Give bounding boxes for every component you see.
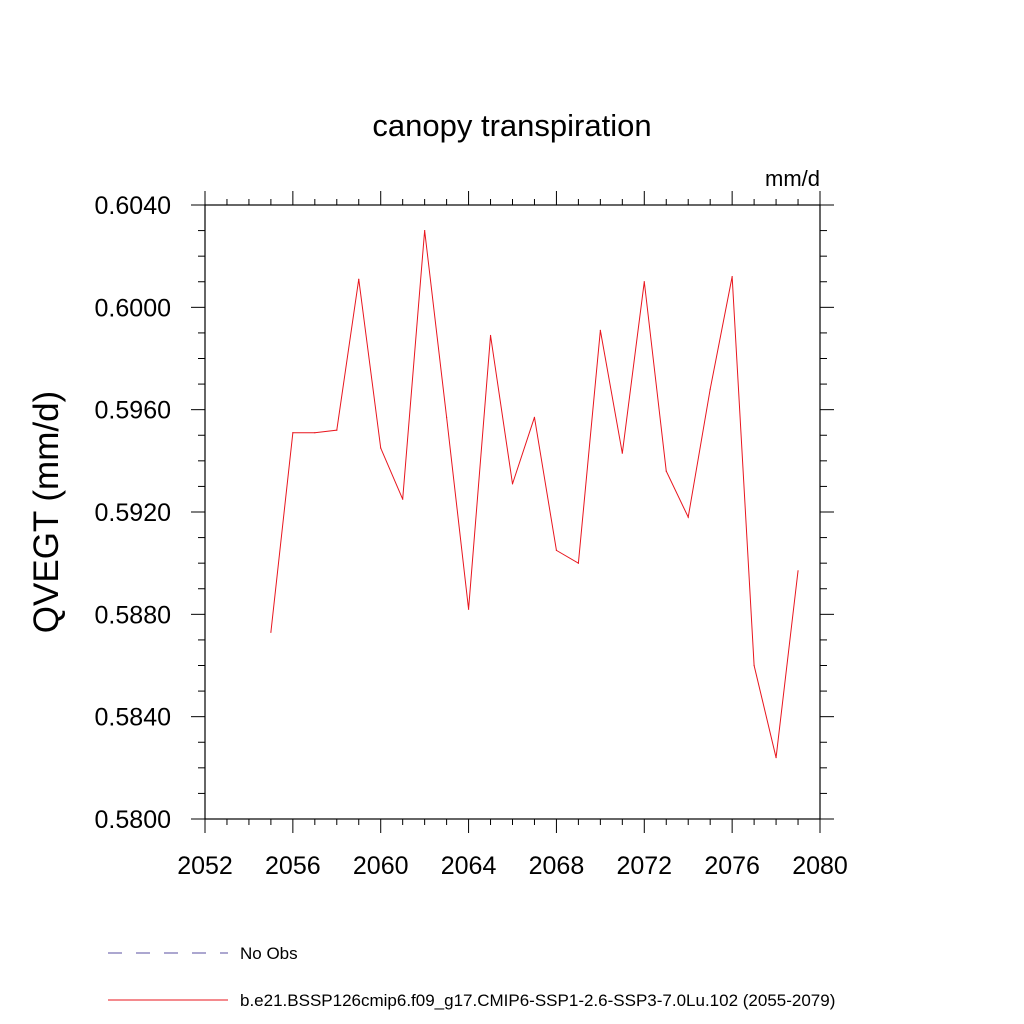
data-point [358, 278, 360, 280]
x-tick-label: 2080 [792, 852, 848, 880]
data-point [753, 664, 755, 667]
legend: No Obs b.e21.BSSP126cmip6.f09_g17.CMIP6-… [108, 944, 835, 1010]
legend-label-model: b.e21.BSSP126cmip6.f09_g17.CMIP6-SSP1-2.… [240, 991, 835, 1010]
x-tick-label: 2072 [616, 852, 672, 880]
data-point [424, 229, 426, 232]
data-point [402, 498, 404, 500]
data-point [731, 276, 733, 278]
y-axis-label: QVEGT (mm/d) [27, 391, 66, 633]
x-tick-label: 2060 [353, 852, 409, 880]
x-tick-label: 2052 [177, 852, 233, 880]
y-tick-label: 0.5800 [95, 806, 171, 834]
data-point [467, 608, 470, 610]
data-point [709, 388, 711, 390]
x-tick-label: 2076 [704, 852, 760, 880]
y-tick-label: 0.5880 [95, 601, 171, 629]
y-tick-label: 0.5920 [95, 499, 171, 527]
data-point [270, 631, 272, 633]
legend-label-no-obs: No Obs [240, 944, 298, 963]
chart-title: canopy transpiration [372, 108, 651, 143]
data-point [336, 429, 338, 431]
y-tick-label: 0.6040 [95, 192, 171, 220]
series-layer [270, 229, 799, 759]
data-point [446, 416, 448, 418]
data-point [599, 329, 601, 331]
plot-frame [204, 204, 821, 820]
data-point [797, 570, 799, 572]
y-tick-label: 0.5960 [95, 397, 171, 425]
data-point [577, 562, 579, 564]
x-tick-label: 2064 [441, 852, 497, 880]
data-point [380, 447, 382, 449]
data-point [511, 483, 514, 485]
ticks-layer [191, 191, 834, 833]
units-label: mm/d [765, 166, 820, 191]
y-tick-label: 0.5840 [95, 704, 171, 732]
data-point [533, 416, 536, 418]
y-tick-label: 0.6000 [95, 294, 171, 322]
data-point [292, 432, 294, 434]
series-line [270, 230, 799, 758]
data-point [314, 432, 316, 434]
tick-labels-layer: 2052 2056 2060 2064 2068 2072 2076 2080 0.5800 0.… [95, 192, 848, 880]
data-point [687, 516, 689, 518]
data-point [665, 470, 667, 472]
data-point [489, 334, 492, 337]
data-point [555, 549, 558, 551]
data-point [775, 757, 777, 759]
data-point [621, 452, 623, 454]
data-point [643, 281, 645, 283]
x-tick-label: 2068 [529, 852, 585, 880]
x-tick-label: 2056 [265, 852, 321, 880]
